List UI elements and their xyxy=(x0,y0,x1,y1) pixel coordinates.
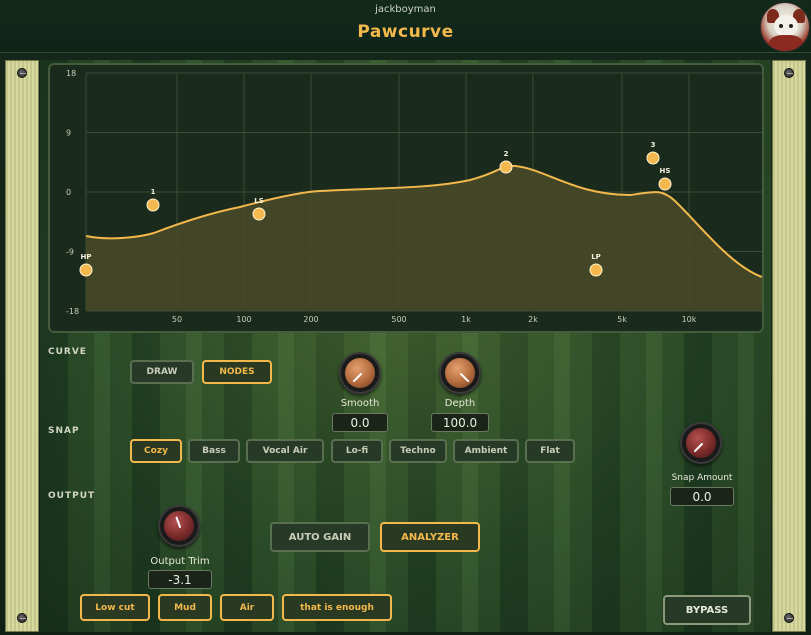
eq-curve xyxy=(85,164,762,278)
smooth-value[interactable]: 0.0 xyxy=(332,413,388,432)
eq-node-lp[interactable] xyxy=(589,263,603,277)
eq-node-2[interactable] xyxy=(499,160,513,174)
eq-display[interactable]: 18 9 0 -9 -18 50 100 200 500 1k 2k 5k 10k HP 1 LS 2 LP 3 H… xyxy=(48,63,764,333)
y-tick-label: 18 xyxy=(66,69,76,78)
air-button[interactable]: Air xyxy=(220,594,274,621)
x-tick-label: 10k xyxy=(682,315,697,324)
eq-node-label: 1 xyxy=(151,188,156,196)
eq-node-label: LP xyxy=(591,253,601,261)
bypass-button[interactable]: BYPASS xyxy=(663,595,751,625)
output-trim-value[interactable]: -3.1 xyxy=(148,570,212,589)
eq-node-label: HS xyxy=(660,167,671,175)
y-tick-label: -18 xyxy=(66,307,79,316)
eq-graph[interactable]: 18 9 0 -9 -18 50 100 200 500 1k 2k 5k 10k HP 1 LS 2 LP 3 H… xyxy=(50,65,762,331)
low-cut-button[interactable]: Low cut xyxy=(80,594,150,621)
section-label-output: OUTPUT xyxy=(48,491,96,501)
nodes-mode-button[interactable]: NODES xyxy=(202,360,272,384)
y-tick-label: 9 xyxy=(66,129,71,138)
x-tick-label: 500 xyxy=(391,315,406,324)
x-tick-label: 200 xyxy=(303,315,318,324)
x-tick-label: 100 xyxy=(236,315,251,324)
smooth-label: Smooth xyxy=(340,398,380,409)
x-tick-label: 1k xyxy=(461,315,471,324)
brand-name: jackboyman xyxy=(375,4,436,15)
output-trim-label: Output Trim xyxy=(150,556,210,567)
depth-value[interactable]: 100.0 xyxy=(431,413,489,432)
screw-icon xyxy=(784,613,794,623)
depth-label: Depth xyxy=(444,398,476,409)
snap-preset-flat[interactable]: Flat xyxy=(525,439,575,463)
y-tick-label: -9 xyxy=(66,248,74,257)
snap-preset-techno[interactable]: Techno xyxy=(389,439,447,463)
that-is-enough-button[interactable]: that is enough xyxy=(282,594,392,621)
section-label-curve: CURVE xyxy=(48,347,87,357)
eq-node-hp[interactable] xyxy=(79,263,93,277)
right-rail xyxy=(772,60,806,632)
plugin-title: Pawcurve xyxy=(357,22,454,42)
depth-knob[interactable] xyxy=(439,352,481,394)
x-tick-label: 2k xyxy=(528,315,538,324)
section-label-snap: SNAP xyxy=(48,426,80,436)
snap-amount-value[interactable]: 0.0 xyxy=(670,487,734,506)
mud-button[interactable]: Mud xyxy=(158,594,212,621)
analyzer-button[interactable]: ANALYZER xyxy=(380,522,480,552)
eq-node-label: HP xyxy=(81,253,92,261)
y-tick-label: 0 xyxy=(66,188,71,197)
eq-node-3[interactable] xyxy=(646,151,660,165)
eq-node-hs[interactable] xyxy=(658,177,672,191)
snap-amount-label: Snap Amount xyxy=(671,473,733,483)
x-tick-label: 50 xyxy=(172,315,182,324)
x-tick-label: 5k xyxy=(617,315,627,324)
eq-node-label: 3 xyxy=(651,141,656,149)
smooth-knob[interactable] xyxy=(339,352,381,394)
snap-preset-vocal-air[interactable]: Vocal Air xyxy=(246,439,324,463)
snap-preset-ambient[interactable]: Ambient xyxy=(453,439,519,463)
output-trim-knob[interactable] xyxy=(158,505,200,547)
snap-preset-bass[interactable]: Bass xyxy=(188,439,240,463)
snap-preset-lo-fi[interactable]: Lo-fi xyxy=(331,439,383,463)
eq-node-label: LS xyxy=(254,197,264,205)
left-rail xyxy=(5,60,39,632)
screw-icon xyxy=(17,613,27,623)
auto-gain-button[interactable]: AUTO GAIN xyxy=(270,522,370,552)
screw-icon xyxy=(17,68,27,78)
eq-node-ls[interactable] xyxy=(252,207,266,221)
eq-node-1[interactable] xyxy=(146,198,160,212)
snap-amount-knob[interactable] xyxy=(680,422,722,464)
snap-preset-cozy[interactable]: Cozy xyxy=(130,439,182,463)
screw-icon xyxy=(784,68,794,78)
header: jackboyman Pawcurve xyxy=(0,0,811,53)
red-panda-avatar xyxy=(760,2,810,52)
draw-mode-button[interactable]: DRAW xyxy=(130,360,194,384)
eq-node-label: 2 xyxy=(504,150,509,158)
